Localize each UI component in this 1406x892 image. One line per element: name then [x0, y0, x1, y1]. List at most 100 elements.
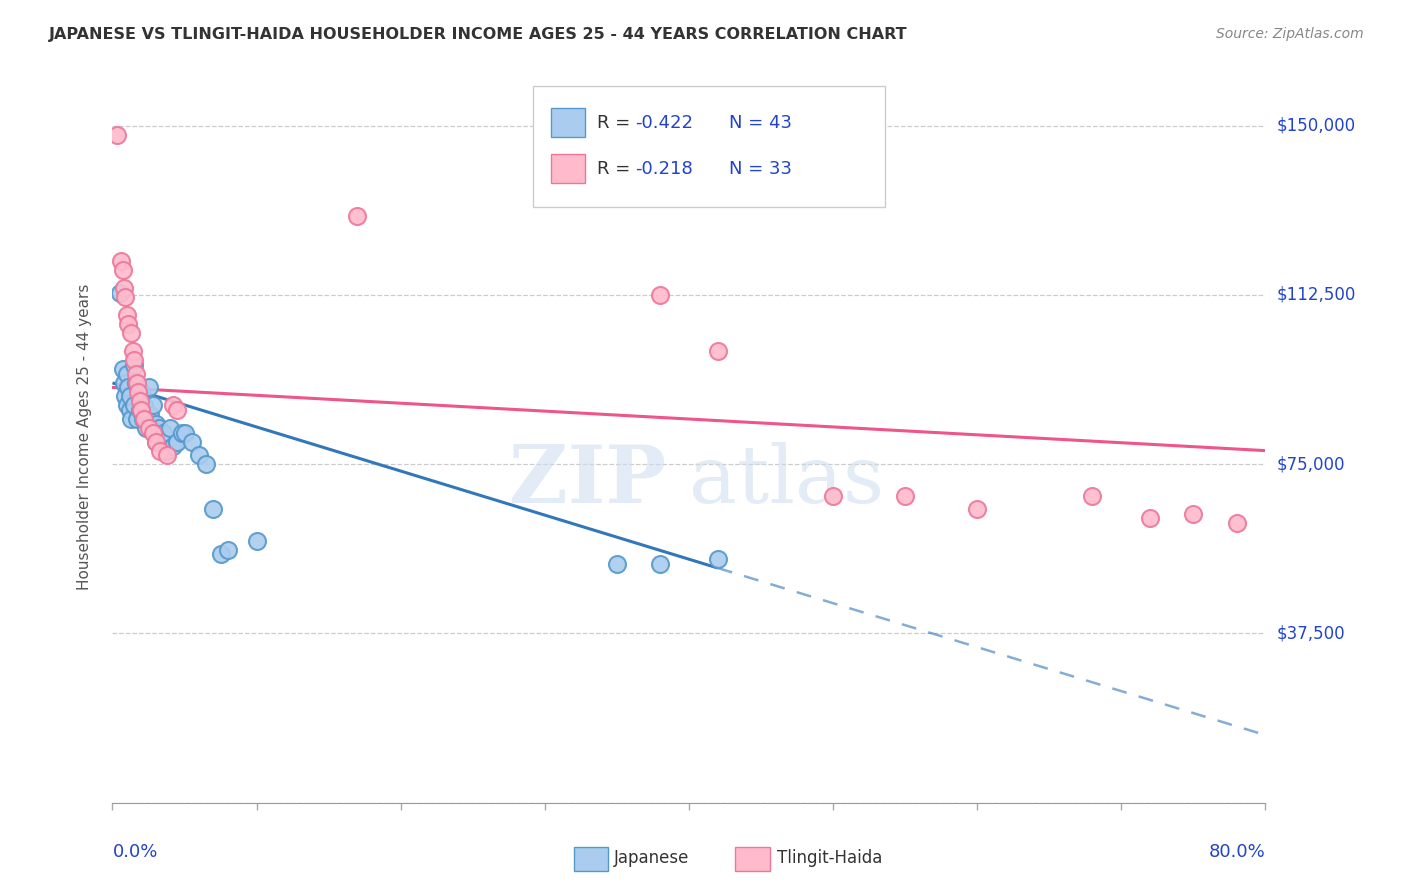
Point — [162, 439, 184, 453]
Point — [346, 209, 368, 223]
Point — [134, 412, 156, 426]
Point — [966, 502, 988, 516]
Point — [108, 285, 131, 300]
Point — [894, 489, 917, 503]
Point — [115, 308, 138, 322]
Point — [124, 367, 146, 381]
Point — [1182, 507, 1205, 521]
FancyBboxPatch shape — [551, 108, 585, 137]
FancyBboxPatch shape — [574, 847, 609, 871]
Point — [120, 412, 142, 426]
Point — [217, 543, 239, 558]
Point — [129, 403, 153, 417]
Text: R =: R = — [596, 113, 636, 131]
Point — [148, 421, 170, 435]
Text: N = 43: N = 43 — [730, 113, 793, 131]
Point — [111, 362, 134, 376]
FancyBboxPatch shape — [551, 154, 585, 183]
Point — [128, 403, 150, 417]
Text: 0.0%: 0.0% — [112, 843, 157, 861]
Point — [122, 358, 145, 372]
Point — [166, 403, 188, 417]
Point — [115, 367, 138, 381]
Text: 80.0%: 80.0% — [1209, 843, 1265, 861]
Text: $150,000: $150,000 — [1277, 117, 1355, 135]
Point — [112, 281, 135, 295]
Text: $75,000: $75,000 — [1277, 455, 1346, 473]
Text: $112,500: $112,500 — [1277, 285, 1355, 304]
Text: $37,500: $37,500 — [1277, 624, 1346, 642]
Text: atlas: atlas — [689, 442, 884, 520]
Point — [124, 376, 146, 390]
Point — [118, 403, 141, 417]
Point — [138, 380, 160, 394]
Point — [122, 399, 145, 413]
Point — [115, 399, 138, 413]
Point — [129, 384, 153, 399]
FancyBboxPatch shape — [533, 86, 884, 207]
Point — [209, 548, 232, 562]
Y-axis label: Householder Income Ages 25 - 44 years: Householder Income Ages 25 - 44 years — [77, 284, 91, 591]
Point — [202, 502, 225, 516]
Point — [142, 425, 165, 440]
Point — [1226, 516, 1249, 530]
Point — [122, 353, 145, 368]
Point — [138, 421, 160, 435]
Point — [142, 399, 165, 413]
Point — [128, 394, 150, 409]
Text: Source: ZipAtlas.com: Source: ZipAtlas.com — [1216, 27, 1364, 41]
Point — [166, 434, 188, 449]
Point — [120, 326, 142, 341]
Point — [118, 389, 141, 403]
Point — [114, 389, 136, 403]
Point — [648, 557, 672, 571]
Point — [156, 448, 179, 462]
Text: JAPANESE VS TLINGIT-HAIDA HOUSEHOLDER INCOME AGES 25 - 44 YEARS CORRELATION CHAR: JAPANESE VS TLINGIT-HAIDA HOUSEHOLDER IN… — [49, 27, 908, 42]
Point — [195, 457, 218, 471]
Point — [648, 288, 672, 302]
Text: ZIP: ZIP — [509, 442, 666, 520]
Text: -0.218: -0.218 — [634, 160, 693, 178]
Point — [121, 344, 143, 359]
Point — [245, 533, 267, 548]
Point — [127, 380, 149, 394]
Point — [125, 376, 148, 390]
Point — [125, 412, 148, 426]
Point — [114, 290, 136, 304]
Point — [188, 448, 211, 462]
Text: Japanese: Japanese — [614, 848, 689, 867]
Point — [105, 128, 128, 142]
Point — [135, 421, 157, 435]
FancyBboxPatch shape — [735, 847, 769, 871]
Point — [821, 489, 844, 503]
Point — [112, 376, 135, 390]
Point — [134, 399, 156, 413]
Point — [706, 552, 728, 566]
Point — [706, 344, 728, 359]
Point — [1081, 489, 1104, 503]
Point — [117, 317, 139, 331]
Text: Tlingit-Haida: Tlingit-Haida — [776, 848, 882, 867]
Point — [173, 425, 195, 440]
Point — [111, 263, 134, 277]
Point — [180, 434, 202, 449]
Point — [149, 443, 172, 458]
Point — [156, 443, 179, 458]
Text: R =: R = — [596, 160, 636, 178]
Point — [139, 408, 162, 422]
Point — [145, 417, 167, 431]
Point — [606, 557, 628, 571]
Point — [152, 425, 174, 440]
Point — [117, 380, 139, 394]
Point — [110, 254, 132, 268]
Point — [1139, 511, 1161, 525]
Point — [145, 434, 167, 449]
Point — [127, 384, 149, 399]
Point — [132, 412, 155, 426]
Text: N = 33: N = 33 — [730, 160, 793, 178]
Point — [145, 434, 167, 449]
Point — [170, 425, 193, 440]
Point — [162, 399, 184, 413]
Text: -0.422: -0.422 — [634, 113, 693, 131]
Point — [159, 421, 181, 435]
